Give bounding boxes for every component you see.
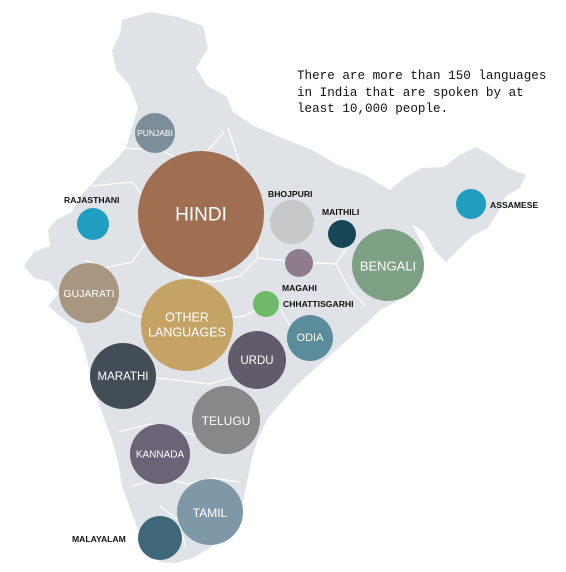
bubble-telugu[interactable]: TELUGU xyxy=(192,386,260,454)
bubble-tamil[interactable]: TAMIL xyxy=(177,479,243,545)
bubble-other-languages-label-line: LANGUAGES xyxy=(148,326,226,340)
bubble-marathi[interactable]: MARATHI xyxy=(90,343,156,409)
language-count-note: There are more than 150 languages in Ind… xyxy=(297,68,559,118)
bubble-other-languages[interactable]: OTHER LANGUAGES xyxy=(141,279,233,371)
bubble-malayalam-label: MALAYALAM xyxy=(72,534,126,544)
bubble-kannada[interactable]: KANNADA xyxy=(130,424,190,484)
bubble-urdu[interactable]: URDU xyxy=(228,331,286,389)
bubble-punjabi[interactable]: PUNJABI xyxy=(135,113,175,153)
bubble-assamese-label: ASSAMESE xyxy=(490,200,538,210)
bubble-marathi-circle xyxy=(90,343,156,409)
note-line: There are more than 150 languages xyxy=(297,69,547,83)
bubble-hindi-label: HINDI xyxy=(175,205,227,226)
bubble-telugu-label: TELUGU xyxy=(202,414,251,428)
bubble-tamil-circle xyxy=(177,479,243,545)
bubble-malayalam-circle xyxy=(138,516,182,560)
bubble-bhojpuri-label: BHOJPURI xyxy=(268,189,312,199)
bubble-magahi[interactable]: MAGAHI xyxy=(282,249,317,293)
bubble-chhattisgarhi-circle xyxy=(253,291,279,317)
note-line: least 10,000 people. xyxy=(297,102,449,116)
bubble-chhattisgarhi-label: CHHATTISGARHI xyxy=(283,299,354,309)
bubble-malayalam[interactable]: MALAYALAM xyxy=(72,516,182,560)
bubble-maithili-circle xyxy=(328,220,356,248)
bubble-punjabi-label: PUNJABI xyxy=(137,128,173,138)
bubble-hindi-circle xyxy=(138,151,264,277)
bubble-kannada-circle xyxy=(130,424,190,484)
bubble-gujarati[interactable]: GUJARATI xyxy=(59,263,119,323)
bubble-urdu-circle xyxy=(228,331,286,389)
bubble-assamese-circle xyxy=(456,189,486,219)
bubble-gujarati-circle xyxy=(59,263,119,323)
bubble-kannada-label: KANNADA xyxy=(136,450,185,461)
bubble-assamese[interactable]: ASSAMESE xyxy=(456,189,538,219)
bubble-bhojpuri-circle xyxy=(270,200,314,244)
bubble-telugu-circle xyxy=(192,386,260,454)
bubble-rajasthani-label: RAJASTHANI xyxy=(64,195,119,205)
bubble-gujarati-label: GUJARATI xyxy=(63,288,114,300)
bubble-punjabi-circle xyxy=(135,113,175,153)
bubble-bengali-circle xyxy=(352,229,424,301)
bubble-tamil-label: TAMIL xyxy=(193,506,228,520)
bubble-odia[interactable]: ODIA xyxy=(287,315,333,361)
bubble-odia-label: ODIA xyxy=(297,332,325,344)
bubble-chhattisgarhi[interactable]: CHHATTISGARHI xyxy=(253,291,354,317)
bubble-marathi-label: MARATHI xyxy=(98,371,149,383)
bubble-other-languages-label: OTHER LANGUAGES xyxy=(148,311,226,340)
bubble-bengali-label: BENGALI xyxy=(360,259,416,274)
bubble-magahi-circle xyxy=(285,249,313,277)
note-line: in India that are spoken by at xyxy=(297,85,524,100)
bubble-hindi[interactable]: HINDI xyxy=(138,151,264,277)
bubble-odia-circle xyxy=(287,315,333,361)
bubble-bengali[interactable]: BENGALI xyxy=(352,229,424,301)
bubble-other-languages-circle xyxy=(141,279,233,371)
bubble-urdu-label: URDU xyxy=(240,355,273,367)
bubble-bhojpuri[interactable]: BHOJPURI xyxy=(268,189,314,244)
bubble-maithili-label: MAITHILI xyxy=(322,207,359,217)
bubble-other-languages-label-line: OTHER xyxy=(165,311,209,325)
bubble-rajasthani-circle xyxy=(77,208,109,240)
bubble-rajasthani[interactable]: RAJASTHANI xyxy=(64,195,119,240)
bubble-maithili[interactable]: MAITHILI xyxy=(322,207,359,248)
bubble-magahi-label: MAGAHI xyxy=(282,283,317,293)
